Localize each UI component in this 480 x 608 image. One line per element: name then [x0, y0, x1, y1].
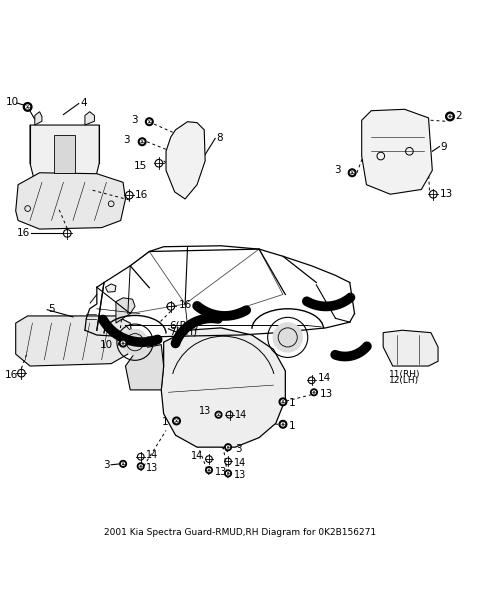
- Text: 2: 2: [456, 111, 462, 122]
- Polygon shape: [161, 328, 285, 447]
- Circle shape: [281, 400, 285, 404]
- Circle shape: [141, 140, 144, 143]
- Circle shape: [348, 169, 356, 176]
- Circle shape: [446, 112, 454, 121]
- Text: 4: 4: [80, 98, 87, 108]
- Circle shape: [145, 118, 153, 125]
- Circle shape: [217, 413, 220, 416]
- Circle shape: [273, 322, 303, 353]
- Circle shape: [207, 469, 211, 472]
- Circle shape: [138, 138, 146, 145]
- Text: 14: 14: [146, 451, 158, 460]
- Text: 15: 15: [134, 161, 147, 171]
- Text: 12(LH): 12(LH): [389, 376, 419, 385]
- Polygon shape: [362, 109, 432, 194]
- Circle shape: [350, 171, 354, 174]
- Text: 3: 3: [124, 136, 130, 145]
- Polygon shape: [35, 112, 42, 125]
- Circle shape: [24, 103, 32, 111]
- Circle shape: [205, 467, 212, 474]
- Text: 16: 16: [179, 300, 192, 310]
- Text: 1: 1: [289, 421, 296, 430]
- Circle shape: [448, 114, 452, 119]
- Text: 13: 13: [234, 470, 247, 480]
- Circle shape: [279, 421, 287, 428]
- Circle shape: [121, 329, 148, 356]
- Polygon shape: [166, 122, 205, 199]
- Text: 3: 3: [235, 444, 242, 454]
- Text: 13: 13: [146, 463, 158, 472]
- Circle shape: [227, 472, 229, 475]
- Text: 10: 10: [99, 340, 113, 350]
- Circle shape: [215, 412, 222, 418]
- Polygon shape: [125, 345, 164, 390]
- Circle shape: [119, 339, 127, 347]
- Text: 6(RH): 6(RH): [169, 320, 199, 331]
- Text: 3: 3: [335, 165, 341, 175]
- Text: 16: 16: [135, 190, 148, 200]
- Text: 2001 Kia Spectra Guard-RMUD,RH Diagram for 0K2B156271: 2001 Kia Spectra Guard-RMUD,RH Diagram f…: [104, 528, 376, 537]
- Text: 1: 1: [162, 417, 168, 427]
- Polygon shape: [116, 298, 135, 323]
- Text: 11(RH): 11(RH): [389, 370, 420, 379]
- Text: 3: 3: [131, 115, 137, 125]
- Text: 14: 14: [191, 451, 203, 461]
- Text: 8: 8: [216, 133, 223, 143]
- Polygon shape: [16, 316, 132, 366]
- Text: 7(LH): 7(LH): [169, 326, 197, 337]
- Polygon shape: [106, 284, 116, 292]
- Text: 14: 14: [235, 410, 248, 420]
- Circle shape: [225, 470, 231, 477]
- Text: 1: 1: [289, 398, 296, 408]
- Text: 5: 5: [48, 304, 55, 314]
- Circle shape: [26, 105, 30, 109]
- Text: 16: 16: [5, 370, 18, 379]
- Circle shape: [137, 463, 144, 469]
- Polygon shape: [54, 134, 75, 173]
- Text: 13: 13: [199, 406, 211, 416]
- Circle shape: [281, 423, 285, 426]
- Circle shape: [148, 120, 151, 123]
- Text: 9: 9: [441, 142, 447, 151]
- Text: 10: 10: [6, 97, 19, 106]
- Text: 3: 3: [104, 460, 110, 471]
- Circle shape: [173, 417, 180, 425]
- Circle shape: [311, 389, 317, 396]
- Polygon shape: [85, 112, 95, 125]
- Circle shape: [120, 460, 126, 467]
- Circle shape: [225, 444, 231, 451]
- Polygon shape: [16, 173, 125, 229]
- Text: 13: 13: [440, 189, 453, 199]
- Circle shape: [279, 398, 287, 406]
- Text: 13: 13: [320, 389, 334, 399]
- Text: 16: 16: [17, 229, 30, 238]
- Polygon shape: [30, 125, 99, 191]
- Circle shape: [121, 342, 125, 345]
- Circle shape: [139, 465, 142, 468]
- Text: 13: 13: [215, 466, 228, 477]
- Circle shape: [312, 391, 315, 394]
- Circle shape: [227, 446, 229, 449]
- Circle shape: [175, 419, 178, 423]
- Circle shape: [121, 462, 125, 465]
- Polygon shape: [383, 330, 438, 366]
- Text: 14: 14: [318, 373, 331, 383]
- Text: 14: 14: [234, 458, 247, 468]
